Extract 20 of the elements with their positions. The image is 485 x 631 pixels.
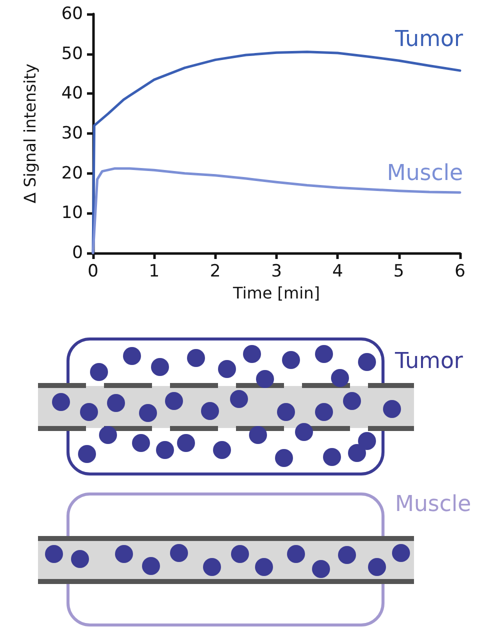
x-tick-label: 0 bbox=[88, 262, 98, 282]
x-axis-title: Time [min] bbox=[232, 283, 320, 302]
y-tick-label: 50 bbox=[61, 44, 83, 64]
y-tick-label: 40 bbox=[61, 84, 83, 104]
text: Muscle bbox=[395, 492, 472, 517]
y-tick-label: 60 bbox=[61, 4, 83, 24]
x-tick-label: 4 bbox=[332, 262, 344, 282]
y-tick-label: 10 bbox=[61, 203, 83, 224]
x-tick-label: 2 bbox=[210, 262, 221, 282]
y-tick-label: 0 bbox=[72, 243, 83, 263]
series-label: Tumor bbox=[394, 27, 464, 52]
x-tick-label: 6 bbox=[454, 262, 466, 282]
x-tick-label: 3 bbox=[271, 262, 282, 282]
series-label: Muscle bbox=[386, 160, 464, 186]
y-tick-label: 20 bbox=[61, 163, 83, 184]
y-tick-label: 30 bbox=[61, 124, 83, 144]
y-axis-title: Δ Signal intensity bbox=[20, 64, 40, 204]
x-tick-label: 1 bbox=[148, 262, 160, 282]
text: Tumor bbox=[394, 349, 464, 374]
x-tick-label: 5 bbox=[393, 262, 404, 282]
